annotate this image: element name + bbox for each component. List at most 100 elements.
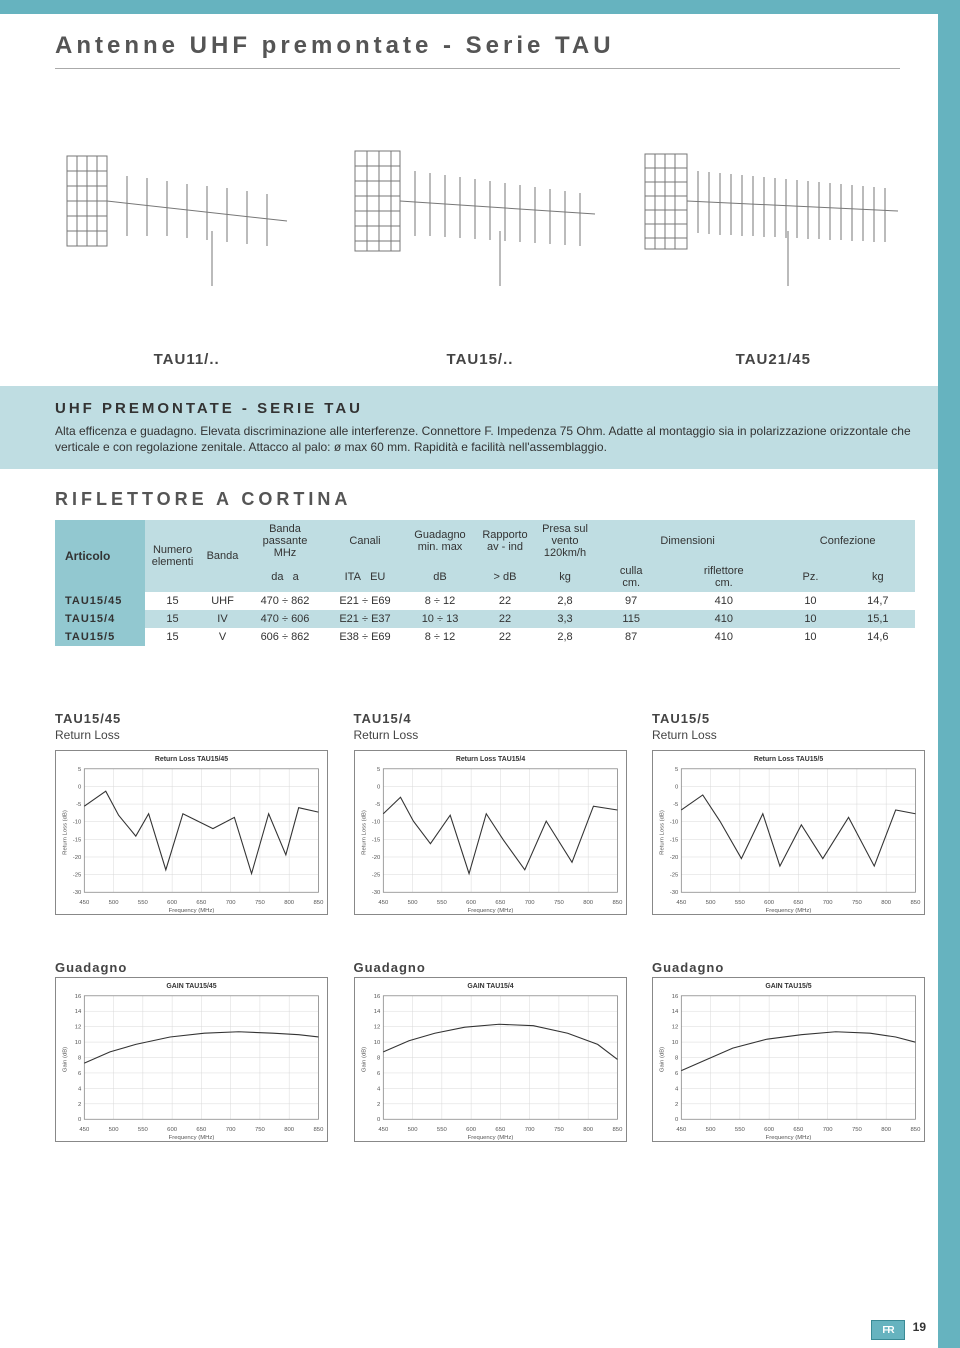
- svg-text:-30: -30: [73, 891, 82, 897]
- svg-text:-10: -10: [670, 820, 679, 826]
- svg-text:Return Loss TAU15/4: Return Loss TAU15/4: [455, 756, 524, 763]
- svg-text:650: 650: [495, 1127, 506, 1133]
- svg-text:GAIN TAU15/4: GAIN TAU15/4: [467, 983, 513, 990]
- th-conf-kg: kg: [841, 562, 915, 592]
- svg-text:14: 14: [672, 1010, 679, 1016]
- svg-text:500: 500: [706, 900, 717, 906]
- table-row: TAU15/515V606 ÷ 862E38 ÷ E698 ÷ 12222,88…: [55, 628, 915, 646]
- svg-text:-25: -25: [371, 873, 380, 879]
- svg-text:450: 450: [676, 900, 687, 906]
- chart-title: Guadagno: [652, 960, 925, 975]
- svg-text:8: 8: [377, 1056, 381, 1062]
- svg-text:Frequency (MHz): Frequency (MHz): [766, 1135, 812, 1141]
- svg-text:Frequency (MHz): Frequency (MHz): [169, 908, 215, 914]
- svg-text:650: 650: [495, 900, 506, 906]
- title-rule: [55, 68, 900, 69]
- svg-text:12: 12: [75, 1025, 82, 1031]
- svg-text:750: 750: [852, 900, 863, 906]
- svg-text:Return Loss (dB): Return Loss (dB): [63, 811, 69, 856]
- chart-column: GuadagnoGAIN TAU15/416141210864204505005…: [354, 960, 627, 1142]
- svg-text:450: 450: [676, 1127, 687, 1133]
- th-canali-sub: ITA EU: [325, 562, 405, 592]
- svg-text:2: 2: [78, 1102, 81, 1108]
- charts-lower-row: GuadagnoGAIN TAU15/451614121086420450500…: [55, 960, 925, 1142]
- page-title: Antenne UHF premontate - Serie TAU: [55, 32, 900, 60]
- svg-text:850: 850: [911, 1127, 922, 1133]
- svg-text:GAIN TAU15/45: GAIN TAU15/45: [166, 983, 216, 990]
- svg-text:750: 750: [255, 900, 266, 906]
- chart-column: TAU15/4Return LossReturn Loss TAU15/450-…: [354, 711, 627, 915]
- svg-text:550: 550: [138, 900, 149, 906]
- chart-subtitle: Return Loss: [55, 728, 328, 742]
- description-panel: UHF PREMONTATE - SERIE TAU Alta efficenz…: [0, 386, 960, 469]
- product-label-0: TAU11/..: [57, 351, 317, 368]
- description-body: Alta efficenza e guadagno. Elevata discr…: [55, 423, 915, 455]
- svg-text:-30: -30: [371, 891, 380, 897]
- svg-text:14: 14: [373, 1010, 380, 1016]
- svg-text:-15: -15: [371, 838, 380, 844]
- svg-text:450: 450: [378, 900, 389, 906]
- th-dimensioni: Dimensioni: [595, 520, 780, 562]
- th-canali: Canali: [325, 520, 405, 562]
- th-passante-sub: da a: [245, 562, 325, 592]
- svg-text:Frequency (MHz): Frequency (MHz): [467, 908, 513, 914]
- charts-upper-row: TAU15/45Return LossReturn Loss TAU15/455…: [55, 711, 925, 915]
- svg-text:-5: -5: [375, 802, 381, 808]
- svg-text:700: 700: [524, 1127, 535, 1133]
- svg-text:700: 700: [823, 900, 834, 906]
- svg-text:6: 6: [377, 1071, 381, 1077]
- antenna-image-tau15: [350, 136, 610, 296]
- th-presa-sub: kg: [535, 562, 595, 592]
- svg-text:800: 800: [284, 900, 295, 906]
- svg-text:-20: -20: [670, 855, 679, 861]
- chart-column: TAU15/45Return LossReturn Loss TAU15/455…: [55, 711, 328, 915]
- chart-plot: Return Loss TAU15/4550-5-10-15-20-25-304…: [55, 750, 328, 915]
- svg-text:750: 750: [553, 1127, 564, 1133]
- product-label-1: TAU15/..: [350, 351, 610, 368]
- svg-text:800: 800: [881, 1127, 892, 1133]
- svg-text:0: 0: [78, 785, 82, 791]
- chart-column: GuadagnoGAIN TAU15/516141210864204505005…: [652, 960, 925, 1142]
- svg-text:10: 10: [75, 1040, 82, 1046]
- svg-text:550: 550: [735, 900, 746, 906]
- svg-text:Gain (dB): Gain (dB): [361, 1047, 367, 1072]
- th-articolo: Articolo: [55, 520, 145, 592]
- svg-text:0: 0: [377, 1118, 381, 1124]
- svg-text:-15: -15: [670, 838, 679, 844]
- svg-text:500: 500: [109, 900, 120, 906]
- svg-text:-5: -5: [76, 802, 82, 808]
- chart-title: TAU15/4: [354, 711, 627, 726]
- brand-logo: FR: [871, 1320, 905, 1340]
- th-confezione: Confezione: [780, 520, 915, 562]
- chart-plot: GAIN TAU15/41614121086420450500550600650…: [354, 977, 627, 1142]
- svg-text:500: 500: [407, 1127, 418, 1133]
- chart-title: Guadagno: [354, 960, 627, 975]
- svg-text:600: 600: [466, 1127, 477, 1133]
- table-row: TAU15/415IV470 ÷ 606E21 ÷ E3710 ÷ 13223,…: [55, 610, 915, 628]
- chart-plot: GAIN TAU15/51614121086420450500550600650…: [652, 977, 925, 1142]
- side-accent-bar: [938, 0, 960, 1348]
- svg-text:0: 0: [78, 1118, 82, 1124]
- th-rapporto-sub: > dB: [475, 562, 535, 592]
- top-accent-bar: [0, 0, 960, 14]
- svg-text:700: 700: [823, 1127, 834, 1133]
- svg-text:800: 800: [583, 1127, 594, 1133]
- svg-text:850: 850: [612, 900, 623, 906]
- svg-text:Return Loss (dB): Return Loss (dB): [361, 811, 367, 856]
- svg-text:Frequency (MHz): Frequency (MHz): [169, 1135, 215, 1141]
- svg-text:450: 450: [79, 900, 90, 906]
- svg-text:-25: -25: [670, 873, 679, 879]
- product-image-row: [0, 81, 960, 341]
- svg-text:6: 6: [675, 1071, 679, 1077]
- chart-title: TAU15/5: [652, 711, 925, 726]
- svg-text:16: 16: [373, 994, 380, 1000]
- th-elementi: Numero elementi: [145, 520, 200, 592]
- svg-text:Return Loss (dB): Return Loss (dB): [660, 811, 666, 856]
- svg-text:850: 850: [911, 900, 922, 906]
- svg-text:600: 600: [764, 1127, 775, 1133]
- svg-text:450: 450: [79, 1127, 90, 1133]
- svg-text:550: 550: [436, 1127, 447, 1133]
- th-guadagno: Guadagno min. max: [405, 520, 475, 562]
- svg-text:-10: -10: [371, 820, 380, 826]
- chart-plot: GAIN TAU15/45161412108642045050055060065…: [55, 977, 328, 1142]
